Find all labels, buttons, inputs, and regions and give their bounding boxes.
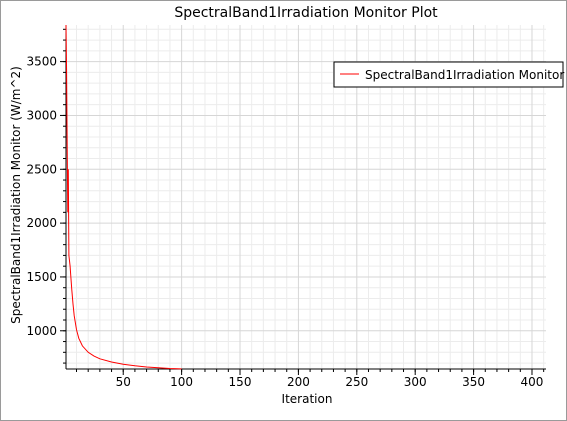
- legend-box: [333, 61, 564, 88]
- axes: [65, 25, 546, 370]
- y-axis-label: SpectralBand1Irradiation Monitor (W/m^2): [9, 66, 23, 324]
- y-tick-label: 2500: [26, 162, 57, 176]
- y-tick-label: 2000: [26, 216, 57, 230]
- y-tick-label: 1000: [26, 324, 57, 338]
- x-axis-label: Iteration: [282, 392, 333, 406]
- x-axis-ticks: 50 100 150 200 250 300 350 400: [76, 369, 545, 389]
- x-tick-label: 50: [116, 375, 131, 389]
- series-line: [65, 24, 182, 370]
- legend-entry-label: SpectralBand1Irradiation Monitor: [365, 68, 564, 82]
- grid-lines: [66, 25, 546, 369]
- chart-title: SpectralBand1Irradiation Monitor Plot: [174, 5, 438, 21]
- x-tick-label: 100: [170, 375, 193, 389]
- x-tick-label: 300: [404, 375, 427, 389]
- legend: SpectralBand1Irradiation Monitor: [333, 61, 564, 88]
- x-tick-label: 150: [229, 375, 252, 389]
- y-tick-label: 1500: [26, 270, 57, 284]
- x-tick-label: 250: [345, 375, 368, 389]
- x-tick-label: 200: [287, 375, 310, 389]
- series-group: [65, 24, 182, 370]
- y-tick-label: 3500: [26, 55, 57, 69]
- x-tick-label: 400: [521, 375, 544, 389]
- y-tick-label: 3000: [26, 108, 57, 122]
- y-axis-ticks: 1000 1500 2000 2500 3000 3500: [26, 28, 66, 364]
- x-tick-label: 350: [462, 375, 485, 389]
